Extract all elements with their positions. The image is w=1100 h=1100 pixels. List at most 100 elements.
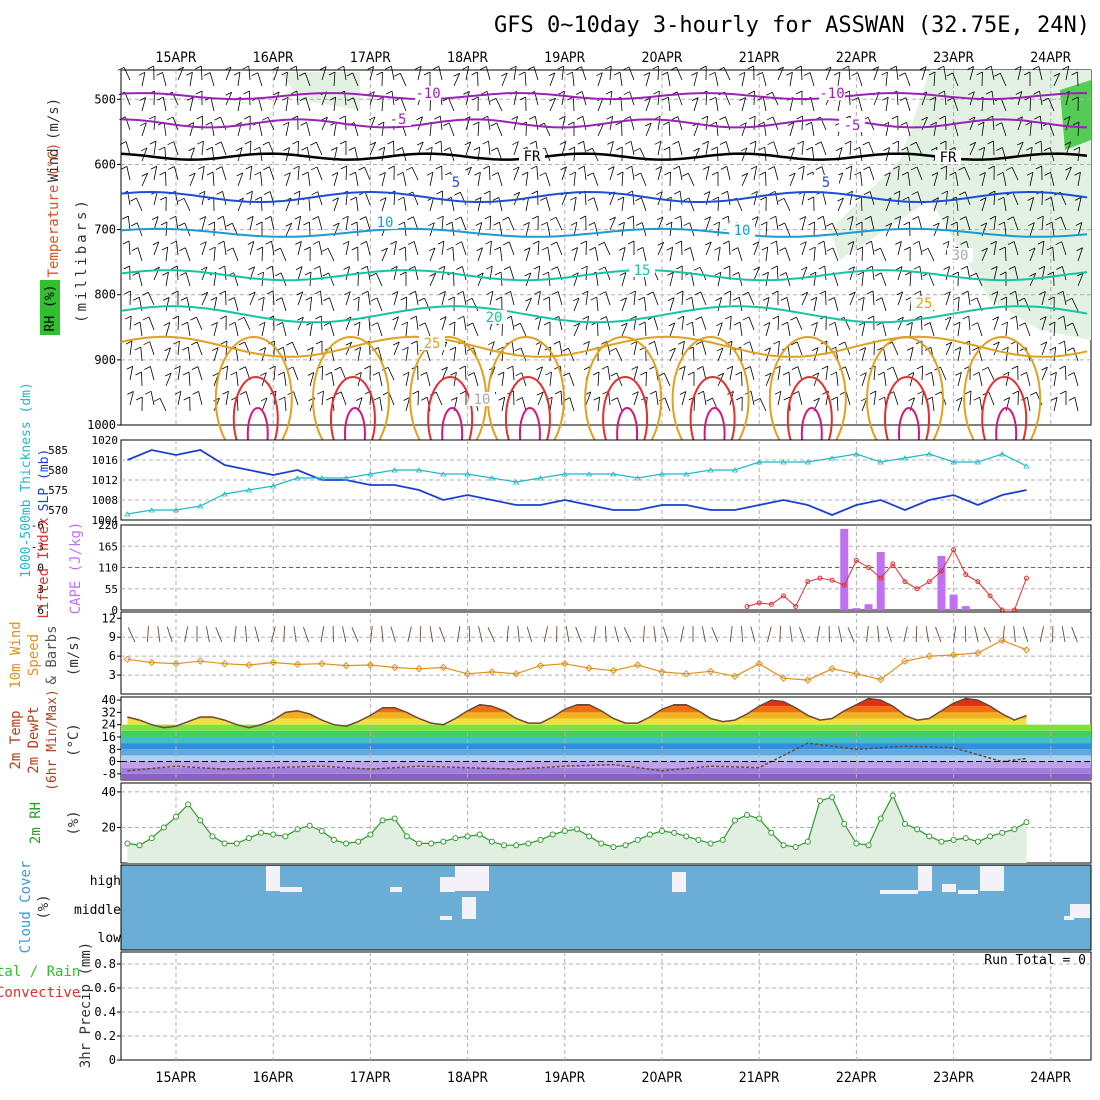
contour-label-bg	[935, 150, 961, 164]
wind-barb-flag	[256, 246, 263, 251]
thickness-marker	[197, 503, 204, 509]
wind-barb-flag	[493, 221, 500, 226]
wind-barb	[223, 241, 227, 256]
wind-barb	[273, 91, 280, 106]
wind-barb-flag	[134, 346, 141, 351]
wind-barb	[857, 72, 863, 87]
wind-barb-flag	[429, 272, 436, 277]
wind-barb-flag	[249, 291, 256, 296]
wind-barb	[441, 241, 445, 256]
wind-barb-flag	[618, 221, 625, 226]
wind-barb-flag	[862, 141, 869, 146]
wind-barb-flag	[994, 72, 1001, 77]
wind-barb-flag	[536, 366, 543, 371]
wind-barb	[909, 272, 912, 287]
wind-barb	[1005, 322, 1008, 337]
wind-barb-flag	[863, 166, 870, 171]
wind-barb-flag	[942, 240, 950, 245]
wind-barb	[364, 166, 371, 181]
wind-barb-flag	[1047, 271, 1054, 276]
wind-barb-flag	[1046, 246, 1053, 251]
wind-barb-flag	[810, 296, 817, 301]
ylabel-thickness: 1000-500mb Thickness (dm)	[19, 382, 34, 578]
wind-barb-flag	[968, 116, 976, 121]
contour-label-bg	[385, 112, 411, 126]
wind-barb-flag	[472, 96, 479, 101]
wind-barb-flag	[763, 322, 771, 326]
wind-barb-flag	[382, 391, 389, 396]
wind-barb	[465, 66, 470, 81]
wind-barb	[501, 372, 505, 387]
wind-barb	[753, 166, 758, 181]
rh2m-marker	[974, 838, 981, 845]
wind-barb-flag	[1040, 341, 1047, 346]
wind-barb	[597, 123, 605, 137]
wind-barb	[321, 116, 328, 131]
bottom-date-label: 18APR	[447, 1070, 488, 1086]
wind-barb	[329, 297, 335, 312]
wind10-barb	[779, 625, 782, 643]
wind-barb-flag	[551, 291, 559, 295]
wind10-barb	[302, 626, 310, 643]
wind-barb-flag	[1059, 365, 1066, 370]
warm-temperature-band	[127, 712, 1027, 719]
wind-barb	[285, 223, 293, 237]
wind-barb-flag	[293, 165, 300, 170]
wind-barb-flag	[675, 240, 682, 245]
wind-barb-flag	[502, 216, 509, 221]
wind-barb-flag	[847, 241, 855, 245]
wind-barb-flag	[748, 90, 755, 95]
wind-barb-flag	[1007, 216, 1014, 221]
wind-barb-flag	[762, 297, 770, 301]
wind-barb-flag	[421, 396, 428, 401]
wind-barb-flag	[959, 191, 966, 196]
wind-barb	[669, 272, 674, 287]
wind10-marker	[172, 660, 180, 668]
wind-barb-flag	[598, 266, 606, 271]
wind-barb	[592, 172, 599, 187]
cloud-clear-block	[942, 884, 956, 892]
wind-barb-flag	[955, 372, 962, 376]
wind-barb	[929, 322, 935, 337]
wind-barb	[597, 97, 604, 112]
wind-barb-flag	[532, 215, 539, 220]
wind-barb	[798, 391, 803, 406]
wind-barb	[933, 72, 936, 87]
wind-barb-flag	[542, 271, 549, 276]
rh2m-marker	[513, 842, 520, 849]
wind-barb-flag	[885, 222, 892, 227]
wind-barb-flag	[360, 241, 367, 245]
wind-barb	[957, 397, 963, 412]
wind-barb-flag	[724, 290, 731, 295]
wind10-marker	[318, 660, 326, 668]
wind-barb	[316, 166, 323, 181]
rh2m-marker	[452, 835, 459, 842]
wind-barb	[957, 297, 960, 312]
wind-barb	[390, 66, 395, 81]
wind10-barb	[543, 626, 548, 643]
axis-tick-label: 0	[109, 755, 116, 769]
wind-barb	[729, 316, 732, 331]
wind-barb	[921, 365, 924, 381]
wind-barb-flag	[453, 72, 460, 77]
wind-barb	[881, 297, 887, 312]
wind-barb-flag	[149, 115, 156, 120]
rh2m-marker	[549, 831, 556, 838]
wind-barb-flag	[125, 340, 133, 345]
wind-barb-flag	[996, 171, 1004, 176]
wind-barb	[717, 347, 724, 362]
wind-barb-flag	[664, 171, 671, 176]
wind-barb	[891, 342, 899, 356]
wind-barb	[1077, 222, 1083, 237]
wind-barb-flag	[527, 66, 535, 70]
wind-barb-flag	[764, 347, 771, 352]
wind-barb	[297, 241, 302, 256]
wind-barb-flag	[486, 290, 494, 295]
wind-barb	[669, 247, 674, 262]
wind10-barb	[370, 626, 373, 643]
wind-barb-flag	[640, 371, 647, 376]
wind-barb-flag	[985, 90, 993, 95]
ylabel-precip: 3hr Precip (mm)	[78, 942, 94, 1068]
wind-barb-flag	[845, 165, 852, 170]
wind-barb-flag	[373, 396, 380, 401]
